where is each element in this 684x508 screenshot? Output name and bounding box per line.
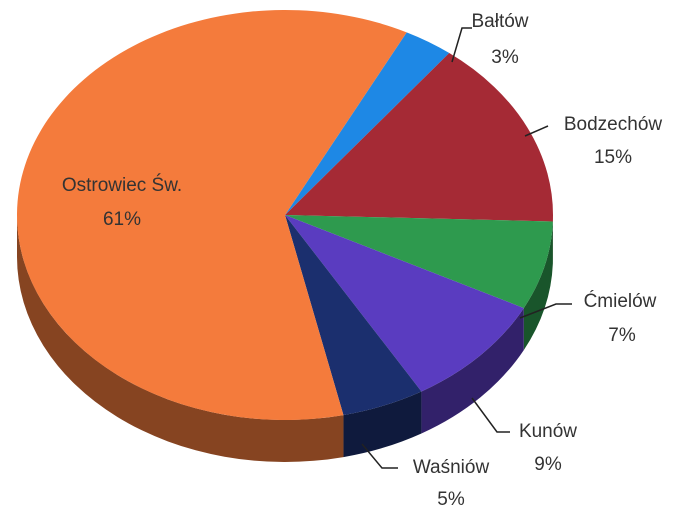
slice-side [421, 308, 524, 434]
labels: Bałtów 3% Bodzechów 15% Ćmielów 7% Kunów 9% Waśn… [62, 11, 663, 508]
leader-line [519, 303, 572, 319]
value-label: 15% [594, 147, 632, 168]
value-label: 7% [608, 325, 636, 346]
slice [285, 215, 524, 392]
slice-side [343, 391, 422, 458]
leader-line [361, 443, 398, 469]
slice [285, 215, 553, 309]
leader-line [471, 397, 510, 433]
slice-side [17, 215, 344, 462]
slice [17, 10, 407, 420]
value-label: 9% [534, 454, 562, 475]
leader-line [524, 125, 549, 137]
slice [285, 215, 422, 416]
category-label: Bałtów [471, 11, 528, 32]
value-label: 3% [491, 47, 519, 68]
slice [285, 53, 553, 222]
pie-tops [17, 10, 553, 420]
slice [285, 32, 450, 216]
category-label: Bodzechów [564, 114, 663, 135]
leader-line [451, 27, 472, 63]
value-label: 5% [437, 489, 465, 508]
category-label: Ćmielów [584, 290, 657, 312]
leader-lines [361, 27, 572, 469]
value-label: 61% [103, 209, 141, 230]
pie-sides [17, 215, 553, 462]
slice-side [523, 221, 553, 351]
category-label: Waśniów [413, 457, 490, 478]
category-label: Ostrowiec Św. [62, 174, 182, 196]
category-label: Kunów [519, 421, 577, 442]
